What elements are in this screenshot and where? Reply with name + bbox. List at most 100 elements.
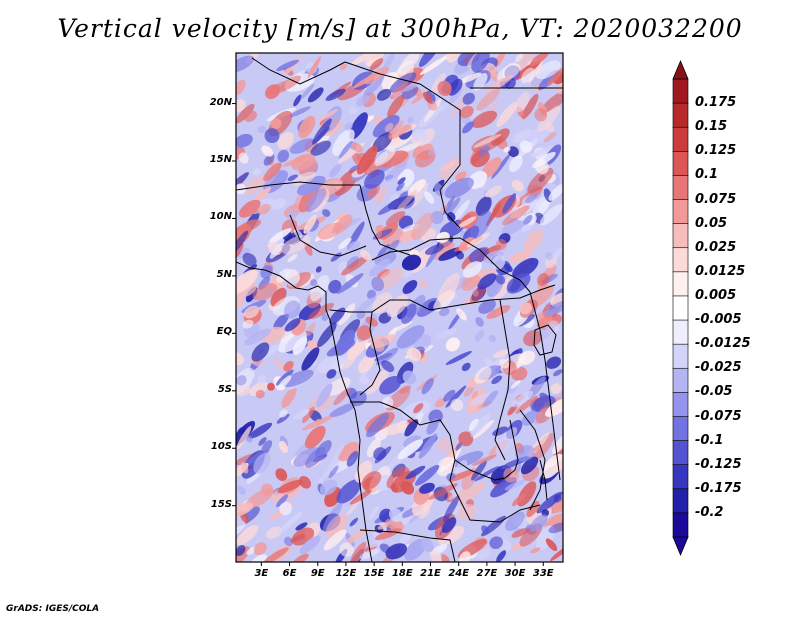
velocity-patch (283, 360, 294, 372)
velocity-patch (401, 254, 422, 271)
colorbar-segment (672, 343, 689, 369)
lon-label-15e: 15E (363, 568, 385, 579)
border-car (371, 237, 531, 293)
velocity-patch (273, 358, 285, 370)
velocity-patch (286, 209, 298, 221)
velocity-patch (261, 440, 273, 454)
velocity-patch (544, 300, 563, 316)
velocity-patch (480, 157, 502, 179)
velocity-patch (488, 334, 497, 343)
velocity-patch (471, 390, 479, 399)
colorbar-segment (672, 78, 689, 104)
velocity-patch (505, 511, 525, 531)
velocity-patch (300, 83, 315, 100)
lon-label-6e: 6E (282, 568, 297, 579)
colorbar-segment (672, 271, 689, 297)
velocity-patch (269, 242, 284, 259)
velocity-patch (458, 482, 486, 504)
lon-label-30e: 30E (504, 568, 526, 579)
velocity-patch (545, 538, 558, 551)
velocity-patch (341, 255, 370, 276)
velocity-patch (387, 94, 405, 118)
velocity-patch (263, 162, 282, 182)
velocity-patch (265, 84, 281, 99)
velocity-patch (276, 494, 289, 508)
velocity-patch (413, 403, 424, 414)
velocity-patch (388, 120, 404, 138)
velocity-patch (252, 283, 278, 301)
border-nigeria (289, 214, 367, 257)
velocity-patch (236, 243, 244, 261)
velocity-patch (512, 257, 539, 279)
colorbar-level-label: 0.025 (695, 239, 737, 255)
velocity-patch (236, 230, 249, 256)
velocity-patch (454, 171, 467, 181)
velocity-patch (261, 145, 274, 157)
velocity-patch (275, 468, 288, 481)
velocity-patch (439, 204, 449, 213)
velocity-patch (470, 413, 491, 437)
velocity-patch (298, 476, 312, 489)
velocity-patch (402, 370, 417, 385)
velocity-patch (464, 385, 475, 397)
velocity-patch (318, 108, 338, 122)
lat-label-eq: EQ (216, 326, 232, 338)
velocity-patch (491, 255, 506, 270)
velocity-patch (543, 132, 557, 143)
velocity-patch (310, 140, 331, 156)
velocity-patch (538, 69, 559, 91)
velocity-patch (499, 359, 510, 369)
velocity-patch (417, 278, 429, 289)
velocity-patch (332, 129, 355, 156)
colorbar-segment (672, 488, 689, 514)
velocity-patch (466, 232, 491, 248)
map-frame (235, 52, 564, 563)
velocity-patch (503, 467, 519, 483)
lake-malawi (539, 459, 548, 501)
velocity-patch (430, 211, 444, 225)
velocity-patch (495, 427, 518, 455)
lon-label-12e: 12E (335, 568, 357, 579)
velocity-patch (310, 275, 330, 302)
colorbar-level-label: -0.075 (695, 408, 742, 424)
border-sahel (236, 181, 360, 191)
velocity-patch (418, 53, 441, 68)
velocity-patch (425, 244, 444, 255)
velocity-patch (469, 418, 479, 431)
velocity-patch (462, 121, 475, 134)
velocity-patch (389, 72, 417, 93)
velocity-patch (366, 438, 381, 458)
velocity-patch (271, 198, 287, 210)
velocity-patch (289, 106, 311, 118)
velocity-patch (363, 75, 385, 98)
velocity-patch (346, 221, 365, 250)
velocity-patch (375, 224, 384, 232)
colorbar-level-label: 0.05 (695, 215, 728, 231)
velocity-patch (534, 108, 547, 122)
velocity-patch (236, 133, 253, 148)
velocity-patch (308, 302, 335, 320)
velocity-patch (299, 535, 321, 555)
lake-victoria (533, 324, 557, 356)
velocity-patch (491, 153, 511, 179)
velocity-patch (475, 317, 484, 327)
velocity-patch (418, 433, 438, 459)
velocity-patch (258, 437, 267, 446)
velocity-patch (277, 131, 294, 150)
velocity-patch (440, 102, 448, 113)
velocity-patch (236, 247, 251, 259)
velocity-patch (327, 443, 345, 469)
velocity-patch (437, 437, 451, 452)
velocity-patch (381, 360, 395, 373)
velocity-patch (515, 445, 535, 462)
velocity-patch (550, 383, 562, 395)
velocity-patch (445, 385, 467, 408)
velocity-patch (329, 402, 356, 418)
velocity-patch (550, 292, 563, 307)
velocity-patch (379, 150, 409, 168)
velocity-patch (236, 223, 252, 247)
velocity-patch (450, 398, 464, 412)
velocity-patch (287, 253, 298, 263)
velocity-patch (462, 261, 482, 278)
